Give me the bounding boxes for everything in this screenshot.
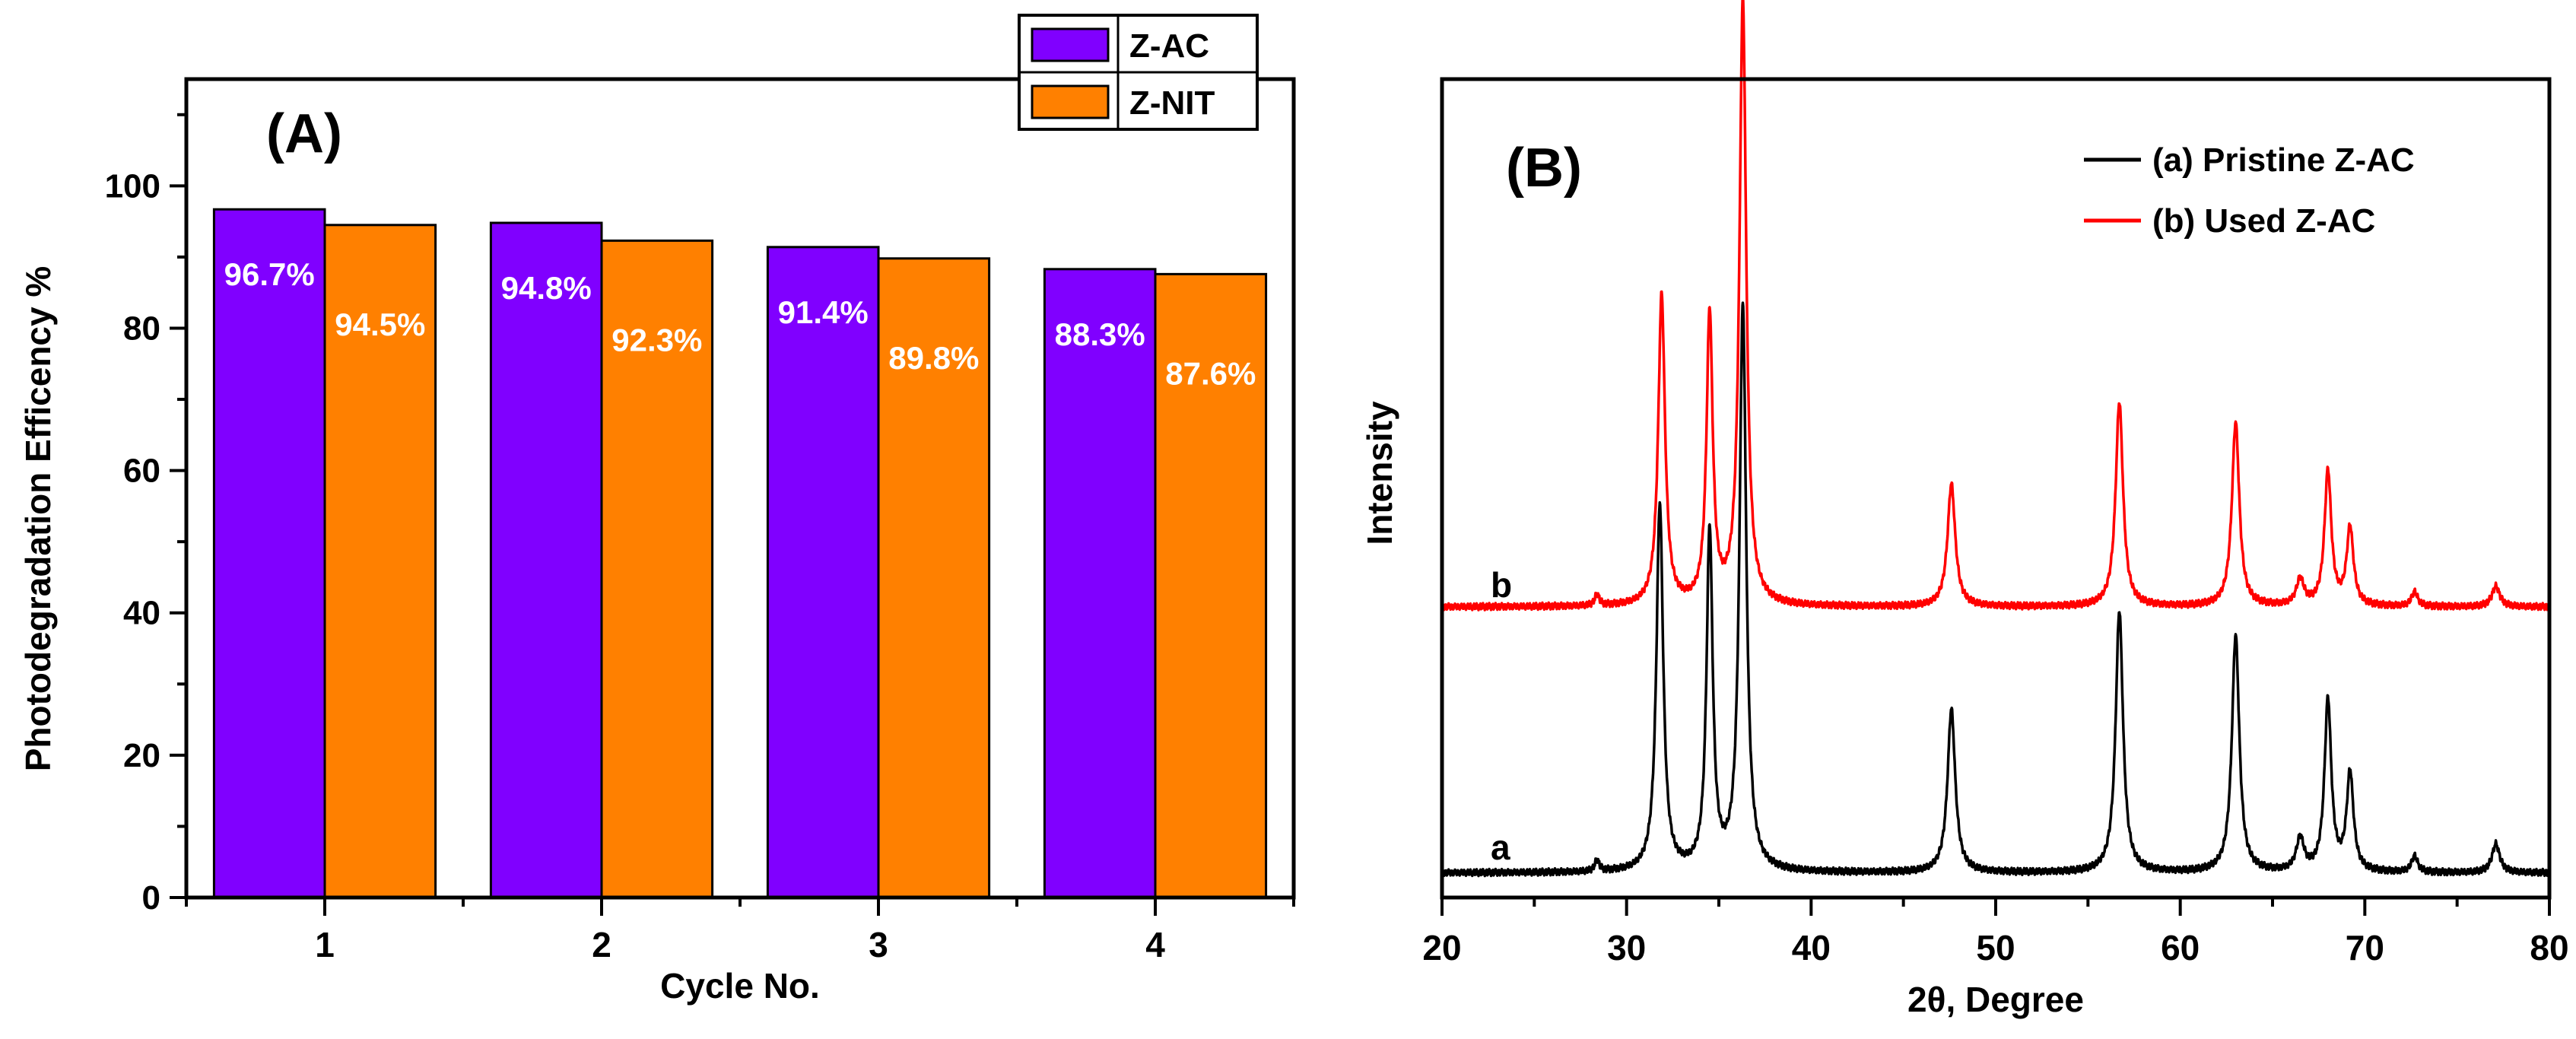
panel-a-bars bbox=[212, 208, 1268, 899]
curve-label-a: a bbox=[1491, 828, 1510, 867]
bar-value-label: 92.3% bbox=[611, 322, 702, 357]
bar-value-label: 94.8% bbox=[501, 270, 592, 306]
panel-b-legend: (a) Pristine Z-AC (b) Used Z-AC bbox=[2084, 141, 2415, 240]
bar-z-ac-cycle-1 bbox=[212, 208, 326, 899]
panel-b-xrd-chart: 20 30 40 50 60 70 80 (B) 2θ, Degree Intensity … bbox=[1360, 0, 2569, 1019]
xrd-curve-b bbox=[1440, 0, 2551, 612]
panel-b-curves bbox=[1440, 0, 2551, 878]
y-tick-label: 40 bbox=[123, 595, 160, 632]
panel-a-bar-value-labels: 96.7% 94.5% 94.8% 92.3% 91.4% 89.8% 88.3% 87.6% bbox=[224, 256, 1256, 391]
bar-z-ac-cycle-4 bbox=[1043, 268, 1157, 899]
bar-z-ac-cycle-2 bbox=[489, 221, 603, 899]
y-tick-label: 20 bbox=[123, 737, 160, 774]
panel-a-legend: Z-AC Z-NIT bbox=[1018, 14, 1259, 131]
x-tick-label: 1 bbox=[315, 925, 335, 964]
x-tick-label: 50 bbox=[1976, 928, 2015, 968]
x-tick-label: 80 bbox=[2530, 928, 2568, 968]
y-tick-label: 0 bbox=[142, 879, 160, 917]
bar-z-nit-cycle-3 bbox=[877, 257, 991, 899]
bar-z-ac-cycle-3 bbox=[766, 246, 880, 899]
panel-a-y-axis-ticks: 0 20 40 60 80 100 bbox=[105, 113, 186, 917]
x-tick-label: 3 bbox=[869, 925, 888, 964]
xrd-curve-a bbox=[1440, 301, 2551, 878]
bar-value-label: 89.8% bbox=[888, 340, 979, 376]
legend-label-used: (b) Used Z-AC bbox=[2152, 202, 2375, 240]
x-tick-label: 40 bbox=[1792, 928, 1831, 968]
y-tick-label: 80 bbox=[123, 310, 160, 347]
x-tick-label: 30 bbox=[1607, 928, 1646, 968]
panel-a-label: (A) bbox=[266, 103, 342, 164]
curve-label-b: b bbox=[1491, 565, 1512, 605]
panel-b-x-axis-ticks: 20 30 40 50 60 70 80 bbox=[1422, 898, 2569, 968]
x-tick-label: 4 bbox=[1145, 925, 1165, 964]
legend-label-pristine: (a) Pristine Z-AC bbox=[2152, 141, 2415, 179]
panel-b-y-axis-title: Intensity bbox=[1360, 401, 1399, 545]
panel-a-y-axis-title: Photodegradation Efficency % bbox=[18, 266, 58, 772]
panel-b-plot-frame bbox=[1440, 77, 2552, 900]
y-tick-label: 60 bbox=[123, 453, 160, 490]
x-tick-label: 60 bbox=[2161, 928, 2200, 968]
panel-a-x-axis-title: Cycle No. bbox=[660, 966, 820, 1006]
x-tick-label: 70 bbox=[2346, 928, 2384, 968]
x-tick-label: 2 bbox=[592, 925, 611, 964]
bar-z-nit-cycle-2 bbox=[600, 239, 714, 899]
bar-z-nit-cycle-1 bbox=[323, 224, 437, 899]
bar-value-label: 87.6% bbox=[1165, 355, 1256, 391]
legend-label-z-nit: Z-NIT bbox=[1129, 84, 1215, 122]
panel-b-x-axis-title: 2θ, Degree bbox=[1907, 980, 2084, 1019]
legend-swatch-z-nit bbox=[1031, 84, 1110, 119]
legend-label-z-ac: Z-AC bbox=[1129, 27, 1209, 65]
bar-value-label: 88.3% bbox=[1055, 316, 1145, 352]
bar-value-label: 91.4% bbox=[778, 294, 869, 330]
panel-b-label: (B) bbox=[1506, 138, 1582, 199]
y-tick-label: 100 bbox=[105, 167, 160, 205]
bar-value-label: 94.5% bbox=[335, 307, 425, 342]
bar-value-label: 96.7% bbox=[224, 256, 315, 292]
panel-a-x-axis-ticks: 1 2 3 4 bbox=[185, 898, 1295, 964]
bar-z-nit-cycle-4 bbox=[1154, 272, 1268, 899]
x-tick-label: 20 bbox=[1422, 928, 1461, 968]
panel-a-bar-chart: 96.7% 94.5% 94.8% 92.3% 91.4% 89.8% 88.3% 87.6%… bbox=[18, 14, 1296, 1006]
legend-swatch-z-ac bbox=[1031, 27, 1110, 62]
